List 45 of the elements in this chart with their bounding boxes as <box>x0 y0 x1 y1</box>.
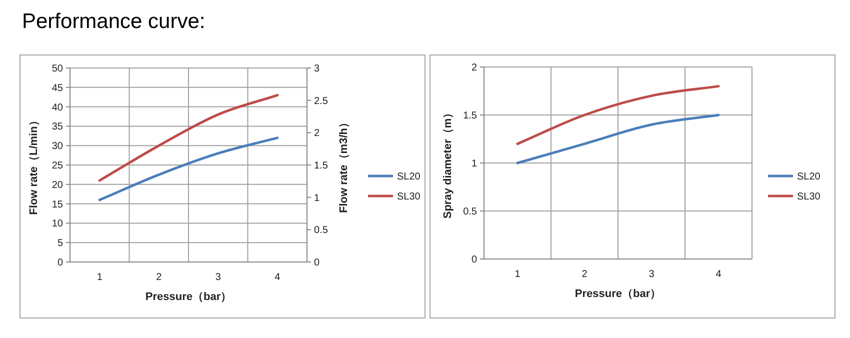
y-tick-label: 0 <box>471 254 478 266</box>
y-axis-title: Spray diameter（m） <box>442 107 454 219</box>
y2-tick-label: 3 <box>314 64 320 74</box>
y2-tick-label: 0 <box>314 258 320 268</box>
x-tick-label: 3 <box>648 269 655 280</box>
x-axis-title: Pressure（bar） <box>145 291 232 303</box>
y-tick-label: 25 <box>52 160 64 172</box>
x-tick-label: 4 <box>274 272 281 283</box>
y-tick-label: 10 <box>52 218 64 230</box>
y2-tick-label: 1.5 <box>314 160 328 172</box>
x-tick-label: 1 <box>514 269 521 280</box>
legend-label: SL30 <box>397 192 421 202</box>
line-series <box>98 94 279 182</box>
y-tick-label: 5 <box>57 238 64 250</box>
legend-label: SL30 <box>797 192 821 202</box>
legend-label: SL20 <box>397 172 421 182</box>
x-tick-label: 2 <box>156 272 162 283</box>
x-axis-title: Pressure（bar） <box>574 288 662 300</box>
line-series <box>516 114 720 164</box>
x-tick-label: 4 <box>716 269 722 280</box>
y2-tick-label: 0.5 <box>314 225 328 236</box>
y-tick-label: 2 <box>471 62 478 74</box>
x-tick-label: 2 <box>582 269 588 280</box>
y-tick-label: 1 <box>471 158 478 170</box>
y-tick-label: 50 <box>52 64 64 74</box>
y-tick-label: 45 <box>52 82 64 94</box>
y2-tick-label: 2.5 <box>314 96 328 107</box>
x-tick-label: 1 <box>96 272 103 283</box>
y2-tick-label: 1 <box>314 192 320 204</box>
line-series <box>516 84 720 146</box>
y2-axis-title: Flow rate（m3/h） <box>338 117 350 213</box>
line-series <box>98 136 279 202</box>
title: Performance curve: <box>22 10 206 33</box>
x-tick-label: 3 <box>215 272 222 283</box>
y-tick-label: 35 <box>52 122 64 133</box>
y-tick-label: 0.5 <box>463 206 478 218</box>
y-tick-label: 1.5 <box>463 110 478 122</box>
y2-tick-label: 2 <box>314 128 320 140</box>
y-tick-label: 15 <box>52 199 64 210</box>
y-tick-label: 0 <box>57 258 64 268</box>
legend-label: SL20 <box>797 172 821 182</box>
y-tick-label: 20 <box>52 180 64 191</box>
y-tick-label: 30 <box>52 141 64 152</box>
y-tick-label: 40 <box>52 102 64 114</box>
y-axis-title: Flow rate（L/min） <box>28 115 40 215</box>
